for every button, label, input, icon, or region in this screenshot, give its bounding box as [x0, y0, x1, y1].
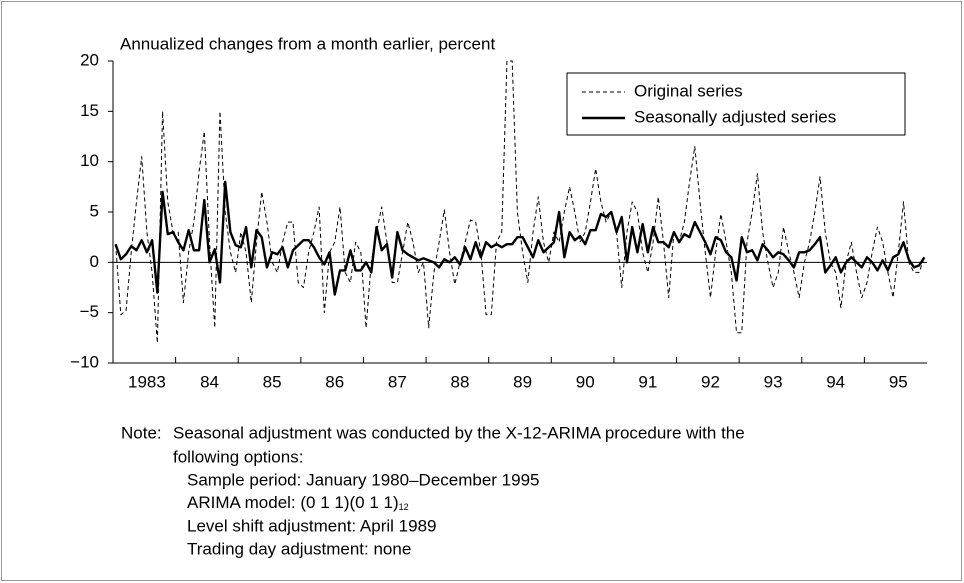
x-tick-label: 84 — [200, 372, 219, 391]
note-label: Note: — [121, 423, 162, 442]
note-line: Level shift adjustment: April 1989 — [187, 516, 436, 535]
note-line: ARIMA model: (0 1 1)(0 1 1)12 — [187, 493, 409, 512]
x-tick-label: 93 — [764, 372, 783, 391]
y-tick-label: 0 — [90, 252, 99, 271]
y-tick-label: −5 — [80, 302, 99, 321]
series-line — [114, 180, 926, 296]
x-tick-label: 86 — [325, 372, 344, 391]
y-tick-label: 10 — [80, 151, 99, 170]
legend-label: Seasonally adjusted series — [634, 107, 836, 126]
note-line: Trading day adjustment: none — [187, 539, 411, 558]
y-tick-label: 5 — [90, 201, 99, 220]
legend-label: Original series — [634, 81, 743, 100]
x-tick-label: 91 — [638, 372, 657, 391]
x-tick-label: 85 — [263, 372, 282, 391]
x-tick-label: 1983 — [128, 372, 166, 391]
subscript: 12 — [399, 502, 409, 512]
note-text: ARIMA model: (0 1 1)(0 1 1) — [187, 493, 399, 512]
x-tick-label: 95 — [889, 372, 908, 391]
x-tick-label: 87 — [388, 372, 407, 391]
y-tick-label: 15 — [80, 101, 99, 120]
x-tick-label: 92 — [701, 372, 720, 391]
x-tick-label: 90 — [576, 372, 595, 391]
note-line: following options: — [173, 447, 303, 466]
x-tick-label: 89 — [513, 372, 532, 391]
chart-title: Annualized changes from a month earlier,… — [120, 34, 495, 53]
legend: Original series Seasonally adjusted serie… — [566, 72, 906, 136]
y-tick-label: 20 — [80, 50, 99, 69]
x-tick-label: 94 — [826, 372, 845, 391]
notes: Note: Seasonal adjustment was conducted … — [121, 423, 745, 558]
note-line: Sample period: January 1980–December 199… — [187, 470, 540, 489]
x-tick-label: 88 — [451, 372, 470, 391]
y-tick-label: −10 — [70, 352, 99, 371]
note-line: Seasonal adjustment was conducted by the… — [173, 423, 745, 442]
legend-box — [566, 72, 906, 136]
